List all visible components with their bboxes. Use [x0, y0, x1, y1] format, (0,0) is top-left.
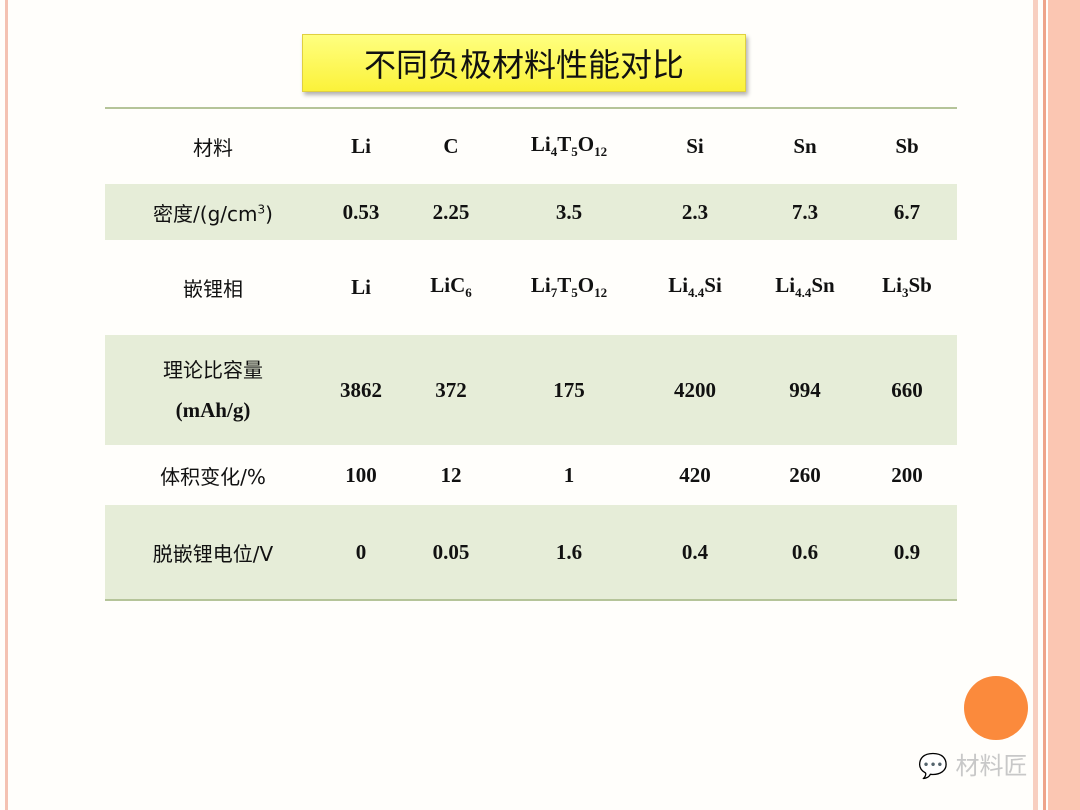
right-border: [1033, 0, 1038, 810]
watermark-text: 材料匠: [955, 752, 1028, 780]
header-cell: Sb: [895, 134, 919, 158]
left-border: [5, 0, 8, 810]
cell: 0.6: [753, 505, 857, 600]
cell: 0: [321, 505, 401, 600]
cell: 200: [891, 462, 923, 487]
table-row: 理论比容量 (mAh/g) 3862 372 175 4200 994 660: [105, 335, 957, 445]
watermark: 💬 材料匠: [918, 746, 1028, 781]
row-label: 体积变化/%: [160, 464, 266, 489]
header-cell: Si: [686, 134, 704, 158]
wechat-icon: 💬: [918, 752, 948, 780]
cell: Li4.4Sn: [775, 273, 835, 301]
cell: 1.6: [501, 505, 637, 600]
cell: 994: [753, 335, 857, 445]
header-cell: 材料: [193, 136, 233, 160]
right-border-band: [1048, 0, 1080, 810]
cell: 0.05: [401, 505, 501, 600]
cell: 420: [679, 462, 711, 487]
cell: Li3Sb: [882, 273, 932, 301]
comparison-table: 材料 Li C Li4T5O12 Si Sn Sb 密度/(g/cm3) 0.5…: [105, 107, 957, 601]
cell: 175: [501, 335, 637, 445]
cell: 3862: [321, 335, 401, 445]
cell: Li7T5O12: [530, 273, 608, 301]
cell: 6.7: [857, 184, 957, 240]
cell: 2.25: [401, 184, 501, 240]
row-label: 嵌锂相: [183, 277, 243, 301]
table-row: 脱嵌锂电位/V 0 0.05 1.6 0.4 0.6 0.9: [105, 505, 957, 600]
cell: 372: [401, 335, 501, 445]
cell: Li: [351, 275, 371, 299]
row-label: 理论比容量 (mAh/g): [105, 335, 321, 445]
table-row: 嵌锂相 Li LiC6 Li7T5O12 Li4.4Si Li4.4Sn Li3…: [105, 240, 957, 335]
table-header-row: 材料 Li C Li4T5O12 Si Sn Sb: [105, 108, 957, 184]
cell: Li4.4Si: [668, 273, 722, 301]
row-label: 脱嵌锂电位/V: [105, 505, 321, 600]
cell: 4200: [637, 335, 753, 445]
cell: LiC6: [430, 273, 472, 301]
slide-title: 不同负极材料性能对比: [302, 34, 746, 92]
cell: 3.5: [501, 184, 637, 240]
cell: 7.3: [753, 184, 857, 240]
cell: 100: [345, 462, 377, 487]
header-cell: Sn: [793, 134, 817, 158]
cell: 660: [857, 335, 957, 445]
table-row: 密度/(g/cm3) 0.53 2.25 3.5 2.3 7.3 6.7: [105, 184, 957, 240]
row-label: 密度/(g/cm3): [105, 184, 321, 240]
cell: 0.4: [637, 505, 753, 600]
cell: 0.53: [321, 184, 401, 240]
header-cell: C: [443, 134, 459, 158]
header-cell: Li4T5O12: [530, 132, 608, 160]
right-border-line: [1043, 0, 1046, 810]
cell: 260: [789, 462, 821, 487]
cell: 2.3: [637, 184, 753, 240]
cell: 0.9: [857, 505, 957, 600]
cell: 12: [440, 462, 462, 487]
cell: 1: [563, 462, 575, 487]
decorative-circle: [964, 676, 1028, 740]
table-row: 体积变化/% 100 12 1 420 260 200: [105, 445, 957, 505]
header-cell: Li: [351, 134, 371, 158]
